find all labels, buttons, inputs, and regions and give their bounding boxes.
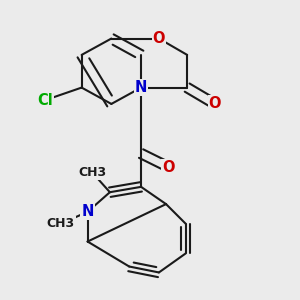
Text: N: N (135, 80, 147, 95)
Text: O: O (153, 31, 165, 46)
Text: CH3: CH3 (47, 217, 75, 230)
Text: O: O (163, 160, 175, 175)
Text: Cl: Cl (38, 93, 53, 108)
Text: CH3: CH3 (78, 166, 106, 179)
Text: O: O (208, 96, 221, 111)
Text: N: N (81, 204, 94, 219)
